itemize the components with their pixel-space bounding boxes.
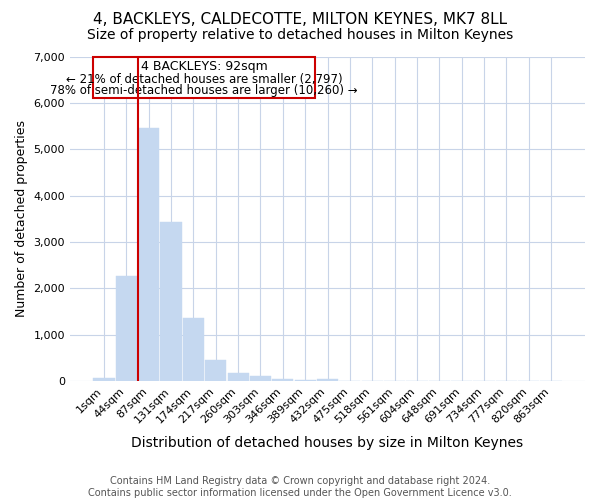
Bar: [160, 222, 182, 381]
Bar: [93, 56, 315, 98]
Bar: [295, 380, 316, 381]
Text: 78% of semi-detached houses are larger (10,260) →: 78% of semi-detached houses are larger (…: [50, 84, 358, 98]
Bar: [116, 276, 137, 381]
Y-axis label: Number of detached properties: Number of detached properties: [15, 120, 28, 318]
Bar: [272, 380, 293, 381]
Text: Size of property relative to detached houses in Milton Keynes: Size of property relative to detached ho…: [87, 28, 513, 42]
Bar: [227, 373, 249, 381]
Bar: [250, 376, 271, 381]
Bar: [317, 378, 338, 381]
Bar: [183, 318, 204, 381]
Text: Contains HM Land Registry data © Crown copyright and database right 2024.
Contai: Contains HM Land Registry data © Crown c…: [88, 476, 512, 498]
Text: ← 21% of detached houses are smaller (2,797): ← 21% of detached houses are smaller (2,…: [66, 72, 343, 86]
Text: 4 BACKLEYS: 92sqm: 4 BACKLEYS: 92sqm: [140, 60, 268, 73]
Bar: [205, 360, 226, 381]
Bar: [94, 378, 115, 381]
Bar: [138, 128, 160, 381]
Text: 4, BACKLEYS, CALDECOTTE, MILTON KEYNES, MK7 8LL: 4, BACKLEYS, CALDECOTTE, MILTON KEYNES, …: [93, 12, 507, 28]
X-axis label: Distribution of detached houses by size in Milton Keynes: Distribution of detached houses by size …: [131, 436, 524, 450]
